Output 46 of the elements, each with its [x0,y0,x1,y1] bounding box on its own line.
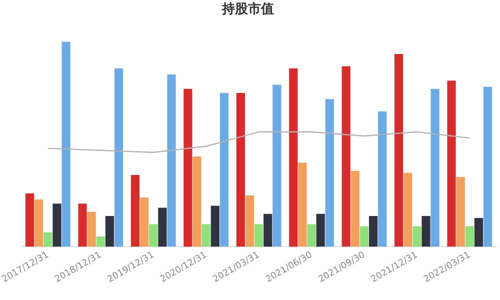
bar [298,162,307,247]
bar [307,224,316,247]
bar [96,236,105,247]
bar [350,170,360,247]
bar [360,226,369,247]
bar [202,224,210,247]
bar [456,177,465,247]
bar [430,88,440,247]
bar [140,198,149,247]
bar [167,74,176,247]
bar [87,212,96,247]
bar [316,214,325,247]
bar [264,214,272,247]
bar [44,232,52,247]
bar [52,204,62,247]
chart-title: 持股市值 [221,1,274,18]
bar [342,66,350,247]
bar [465,226,474,247]
bar [412,226,422,247]
bar [34,200,44,247]
bar [272,84,282,247]
bar [289,68,298,247]
bar [130,174,140,247]
bar [378,111,387,247]
bar [254,224,264,247]
bar [192,156,202,247]
bar [368,216,378,247]
bar [220,92,229,247]
bar [25,193,34,247]
bar [483,86,492,247]
bar [184,88,192,247]
bar [210,206,220,247]
bar [236,92,245,247]
bar [325,99,334,247]
bar [149,224,158,247]
bar [114,68,124,247]
bar [245,195,254,247]
bar [404,172,412,247]
bar [62,42,70,247]
bar [158,208,167,247]
bar [474,218,484,247]
bar [105,216,114,247]
bar [422,216,430,247]
bar [447,80,456,247]
bar [78,204,87,247]
bar [394,54,404,247]
